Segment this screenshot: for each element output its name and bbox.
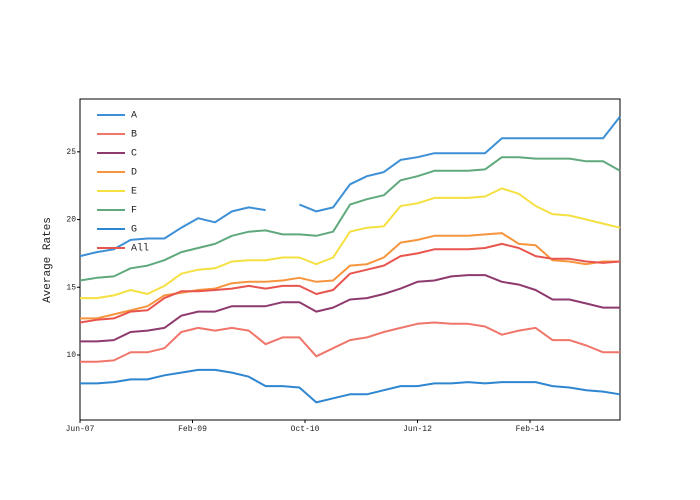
series-line [80, 187, 621, 300]
y-tick-label: 10 [66, 351, 76, 360]
y-tick-label: 20 [66, 216, 76, 225]
series-line [80, 321, 620, 363]
legend-label: All [131, 243, 149, 255]
x-tick-label: Jun-12 [403, 425, 432, 434]
plot-frame [79, 98, 621, 421]
legend-label: D [131, 168, 137, 179]
y-axis-title: Average Rates [42, 217, 54, 303]
x-tick-label: Oct-10 [291, 425, 320, 434]
legend-label: E [131, 187, 137, 198]
series-line [80, 232, 620, 320]
series-line [79, 242, 621, 324]
legend-label: G [131, 225, 137, 236]
x-tick-label: Feb-14 [516, 425, 545, 434]
series-line [79, 156, 621, 282]
x-tick-label: Jun-07 [66, 425, 95, 434]
x-tick-label: Feb-09 [178, 425, 207, 434]
y-tick-label: 25 [66, 148, 76, 157]
legend-label: F [131, 206, 137, 217]
legend-label: C [131, 149, 137, 160]
y-tick-label: 15 [66, 283, 76, 292]
series-line [80, 368, 621, 404]
series-line [80, 274, 620, 343]
series-line [79, 115, 621, 258]
legend-label: A [131, 111, 137, 122]
legend-label: B [131, 130, 137, 141]
